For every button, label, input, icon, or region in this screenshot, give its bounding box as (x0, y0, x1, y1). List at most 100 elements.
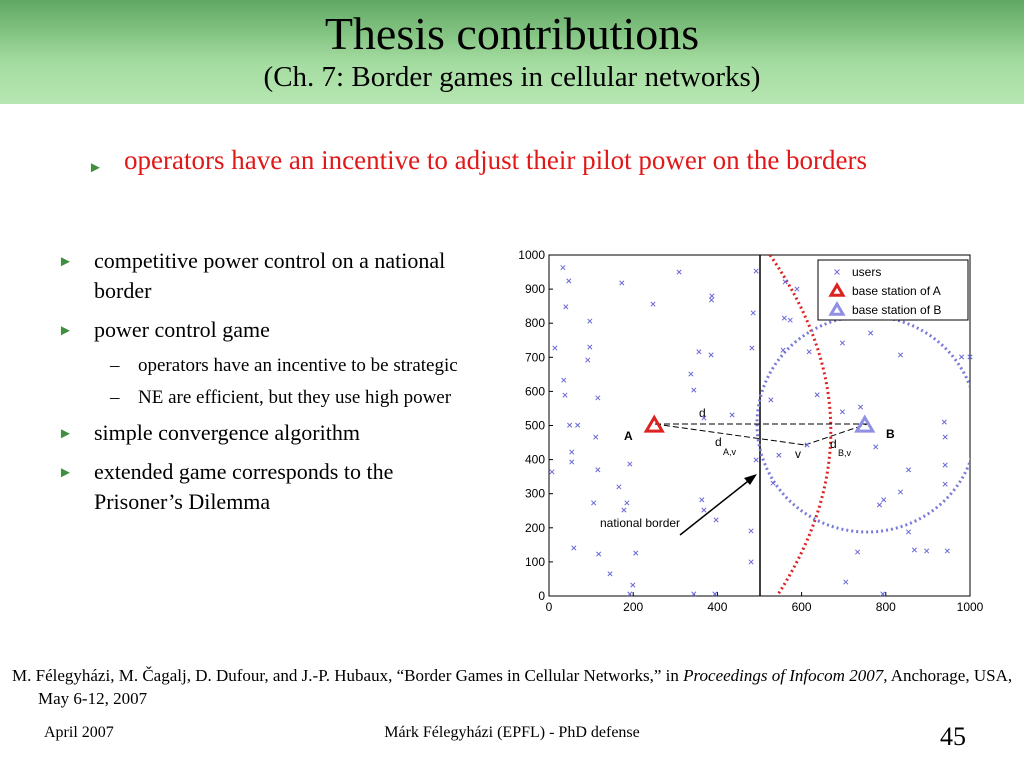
point (748, 559, 754, 565)
point (709, 293, 715, 299)
bullet: ► competitive power control on a national… (56, 246, 481, 306)
point (569, 459, 575, 465)
point (924, 548, 930, 554)
point (562, 392, 568, 398)
chart: A B d d A,v v d B,v national border 0 200… (518, 248, 983, 614)
point (713, 517, 719, 523)
pointer (679, 477, 753, 536)
point (729, 412, 735, 418)
point (696, 349, 702, 355)
annotation: d (830, 437, 837, 451)
y-tick-label: 1000 (518, 248, 545, 262)
point (627, 461, 633, 467)
sub-bullet: – NE are efficient, but they use high pow… (56, 384, 481, 412)
point (708, 297, 715, 303)
point (561, 377, 567, 383)
point (944, 548, 950, 554)
point (708, 352, 714, 358)
x-tick-label: 800 (876, 600, 896, 614)
point (748, 528, 754, 534)
point (770, 480, 776, 486)
legend-marker (828, 282, 846, 297)
annotation: d (699, 406, 706, 420)
citation: M. Félegyházi, M. Čagalj, D. Dufour, and… (12, 664, 1024, 710)
point (794, 286, 800, 292)
bullet-list: ► competitive power control on a national… (56, 246, 481, 526)
y-tick-label: 300 (525, 487, 545, 501)
point (959, 354, 965, 360)
point (624, 500, 630, 506)
bullet-text: simple convergence algorithm (94, 420, 360, 445)
header: Thesis contributions (Ch. 7: Border game… (0, 0, 1024, 104)
bullet-icon: ► (88, 160, 103, 176)
point (571, 545, 577, 551)
point (768, 397, 774, 403)
point (776, 452, 782, 458)
point (941, 419, 947, 425)
point (881, 497, 887, 503)
page-number: 45 (940, 722, 966, 751)
point (595, 467, 601, 473)
point (843, 579, 849, 585)
point (839, 340, 845, 346)
point (549, 469, 555, 475)
bullet-icon: ► (58, 465, 73, 481)
point (630, 582, 636, 588)
point (911, 547, 917, 553)
point (596, 551, 602, 557)
point (857, 404, 864, 410)
distance-av (654, 423, 806, 446)
point (621, 507, 627, 513)
point (566, 278, 572, 284)
point (942, 434, 948, 440)
point (905, 467, 912, 473)
legend-label: base station of A (852, 284, 941, 298)
y-tick-label: 900 (525, 282, 545, 296)
pointer-head (744, 474, 757, 485)
x-tick-label: 400 (707, 600, 727, 614)
bullet-text: extended game corresponds to the Prisone… (94, 459, 394, 514)
point (616, 484, 622, 490)
point (699, 497, 705, 503)
point (942, 481, 948, 487)
y-tick-label: 700 (525, 350, 545, 364)
point (619, 280, 625, 286)
legend-marker (834, 269, 840, 275)
x-tick-label: 600 (792, 600, 812, 614)
point (712, 591, 718, 597)
annotation: national border (600, 516, 680, 530)
point (806, 349, 812, 355)
point (804, 442, 810, 448)
annotation: v (795, 447, 801, 461)
annotation: B (886, 427, 895, 441)
point (691, 387, 697, 393)
main-bullet: ► operators have an incentive to adjust t… (88, 142, 930, 178)
bullet-icon: ► (58, 426, 73, 442)
sub-bullet: – operators have an incentive to be strat… (56, 352, 481, 380)
citation-rest: Anchorage, USA, May 6-12, 2007 (38, 666, 1013, 708)
y-tick-label: 500 (525, 419, 545, 433)
point (942, 462, 948, 468)
point (585, 357, 591, 363)
legend-label: users (852, 265, 881, 279)
annotation: d (715, 435, 722, 449)
point (552, 345, 558, 351)
point (782, 279, 788, 285)
point (591, 500, 597, 506)
point (587, 318, 593, 324)
point (814, 392, 820, 398)
point (839, 409, 845, 415)
x-tick-label: 0 (546, 600, 553, 614)
point (587, 344, 593, 350)
point (855, 549, 861, 555)
x-tick-label: 200 (623, 600, 643, 614)
y-tick-label: 400 (525, 453, 545, 467)
annotation: A,v (723, 447, 737, 457)
legend (817, 259, 969, 321)
point (691, 591, 697, 597)
footer-date: April 2007 (44, 724, 114, 741)
point (873, 444, 879, 450)
point (563, 304, 569, 310)
point (627, 591, 633, 597)
point (781, 315, 787, 321)
